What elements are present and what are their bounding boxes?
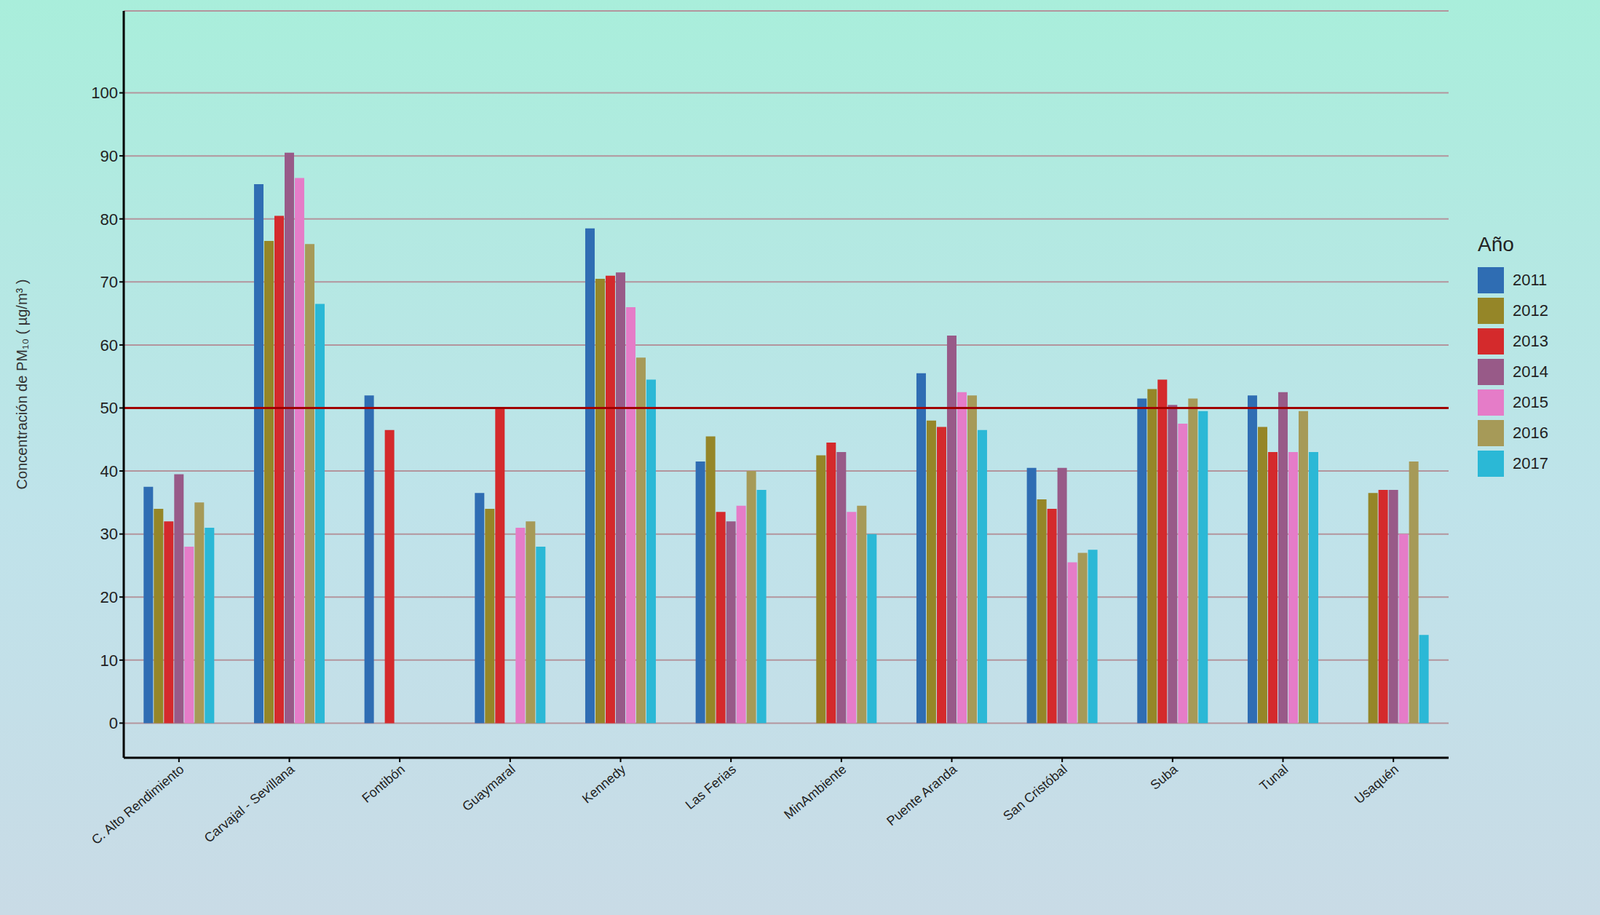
html-text:Año: Año xyxy=(1477,232,1514,256)
html-text:2014: 2014 xyxy=(1512,362,1549,381)
svg-text:Concentración de PM₁₀ ( µg/m³: Concentración de PM₁₀ ( µg/m³ ) xyxy=(13,279,30,490)
svg-text:80: 80 xyxy=(100,210,118,229)
svg-text:20: 20 xyxy=(100,588,118,607)
svg-text:Carvajal - Sevillana: Carvajal - Sevillana xyxy=(201,761,298,846)
svg-text:Puente Aranda: Puente Aranda xyxy=(883,761,961,830)
svg-text:Las Ferias: Las Ferias xyxy=(682,762,739,813)
svg-text:Usaquén: Usaquén xyxy=(1351,762,1402,808)
svg-text:C. Alto Rendimiento: C. Alto Rendimiento xyxy=(88,762,188,849)
svg-text:30: 30 xyxy=(100,524,118,544)
svg-text:90: 90 xyxy=(100,147,118,166)
svg-text:Fontibón: Fontibón xyxy=(358,762,408,806)
html-text:2013: 2013 xyxy=(1512,331,1549,351)
svg-text:50: 50 xyxy=(100,398,118,418)
svg-text:MinAmbiente: MinAmbiente xyxy=(781,762,849,823)
svg-text:Kennedy: Kennedy xyxy=(579,762,629,807)
svg-text:0: 0 xyxy=(109,714,118,733)
html-text:2011: 2011 xyxy=(1512,270,1548,289)
svg-text:100: 100 xyxy=(90,83,118,102)
svg-text:40: 40 xyxy=(100,462,118,481)
html-text:2017: 2017 xyxy=(1512,454,1549,473)
svg-text:Guaymaral: Guaymaral xyxy=(459,762,518,815)
svg-text:70: 70 xyxy=(100,272,118,292)
svg-text:60: 60 xyxy=(100,336,118,355)
svg-text:San Cristóbal: San Cristóbal xyxy=(1000,762,1071,825)
svg-text:Suba: Suba xyxy=(1147,761,1182,793)
svg-text:Tunal: Tunal xyxy=(1256,762,1291,795)
html-text:2012: 2012 xyxy=(1512,301,1549,320)
html-text:2015: 2015 xyxy=(1512,393,1549,412)
svg-text:10: 10 xyxy=(100,651,118,670)
html-text:2016: 2016 xyxy=(1512,423,1549,442)
